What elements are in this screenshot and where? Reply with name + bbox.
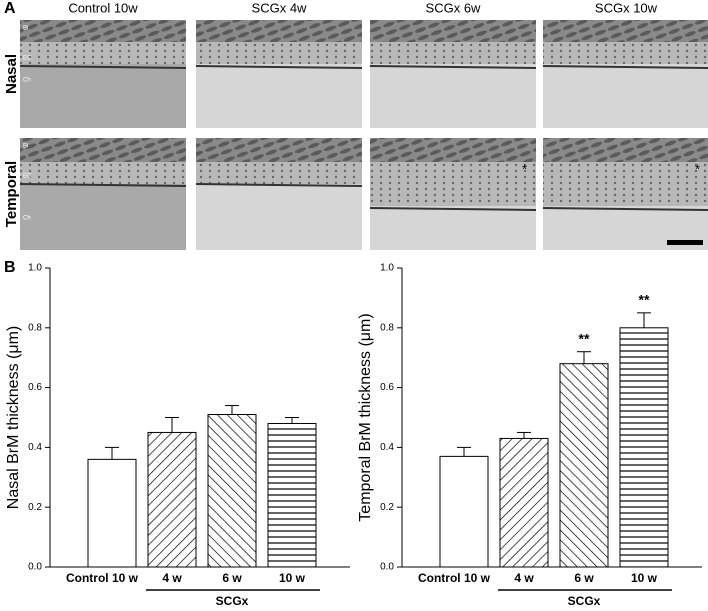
y-tick-label: 1.0 [28, 263, 42, 274]
y-tick-label: 0.6 [380, 382, 394, 393]
membrane [195, 65, 363, 69]
y-tick-label: 0.6 [28, 382, 42, 393]
y-tick-label: 0.2 [28, 502, 42, 513]
bar [207, 414, 257, 568]
tissue-layer [196, 20, 362, 42]
cell-layer [196, 162, 362, 184]
asterisk: * [522, 161, 527, 176]
x-tick-label: 4 w [514, 571, 534, 585]
y-axis-title: Temporal BrM thickness (μm) [357, 313, 374, 521]
layer-label: Bl [23, 144, 28, 150]
membrane [542, 65, 708, 69]
asterisk: * [695, 161, 700, 176]
membrane [542, 207, 708, 211]
membrane [19, 183, 187, 187]
tissue-layer [196, 138, 362, 162]
bar [439, 455, 489, 568]
y-tick-label: 1.0 [380, 263, 394, 274]
y-tick-label: 0.0 [380, 562, 394, 573]
row-label: Nasal [3, 54, 20, 94]
y-axis-title: Nasal BrM thickness (μm) [5, 326, 22, 509]
membrane [19, 65, 187, 69]
bar [147, 431, 197, 568]
tissue-layer [20, 138, 186, 162]
bar [267, 422, 317, 568]
membrane [369, 65, 537, 69]
layer-label: Ch [23, 78, 31, 84]
panel-label: A [4, 0, 16, 17]
scale-bar [667, 240, 703, 245]
x-tick-label: Control 10 w [418, 571, 491, 585]
column-header: Control 10w [68, 0, 138, 15]
membrane [369, 207, 537, 211]
y-tick-label: 0.8 [380, 322, 394, 333]
column-header: SCGx 4w [252, 0, 308, 15]
cell-layer [196, 42, 362, 64]
bar [87, 458, 137, 568]
column-header: SCGx 6w [426, 0, 482, 15]
panel-label: B [4, 259, 16, 276]
x-tick-label: 10 w [279, 571, 306, 585]
cell-layer [370, 162, 536, 206]
y-tick-label: 0.0 [28, 562, 42, 573]
y-tick-label: 0.8 [28, 322, 42, 333]
layer-label: Ch [23, 216, 31, 222]
x-tick-label: 6 w [574, 571, 594, 585]
layer-label: EC [23, 56, 32, 62]
x-tick-label: 4 w [162, 571, 182, 585]
bar [619, 327, 669, 568]
row-label: Temporal [3, 161, 20, 227]
y-tick-label: 0.4 [380, 442, 394, 453]
column-header: SCGx 10w [595, 0, 658, 15]
significance: ** [639, 292, 650, 308]
tissue-layer [370, 138, 536, 162]
layer-label: Bl [23, 26, 28, 32]
cell-layer [543, 162, 708, 206]
cell-layer [20, 162, 186, 184]
cell-layer [543, 42, 708, 64]
tissue-layer [543, 20, 708, 42]
membrane [195, 183, 363, 187]
bar [559, 363, 609, 568]
x-tick-label: Control 10 w [66, 571, 139, 585]
tissue-layer [370, 20, 536, 42]
layer-label: EC [23, 174, 32, 180]
group-label: SCGx [216, 594, 249, 608]
tissue-layer [543, 138, 708, 162]
group-label: SCGx [568, 594, 601, 608]
y-tick-label: 0.2 [380, 502, 394, 513]
cell-layer [20, 42, 186, 64]
bar [499, 437, 549, 568]
y-tick-label: 0.4 [28, 442, 42, 453]
significance: ** [579, 330, 590, 346]
x-tick-label: 10 w [631, 571, 658, 585]
tissue-layer [20, 20, 186, 42]
x-tick-label: 6 w [222, 571, 242, 585]
cell-layer [370, 42, 536, 64]
